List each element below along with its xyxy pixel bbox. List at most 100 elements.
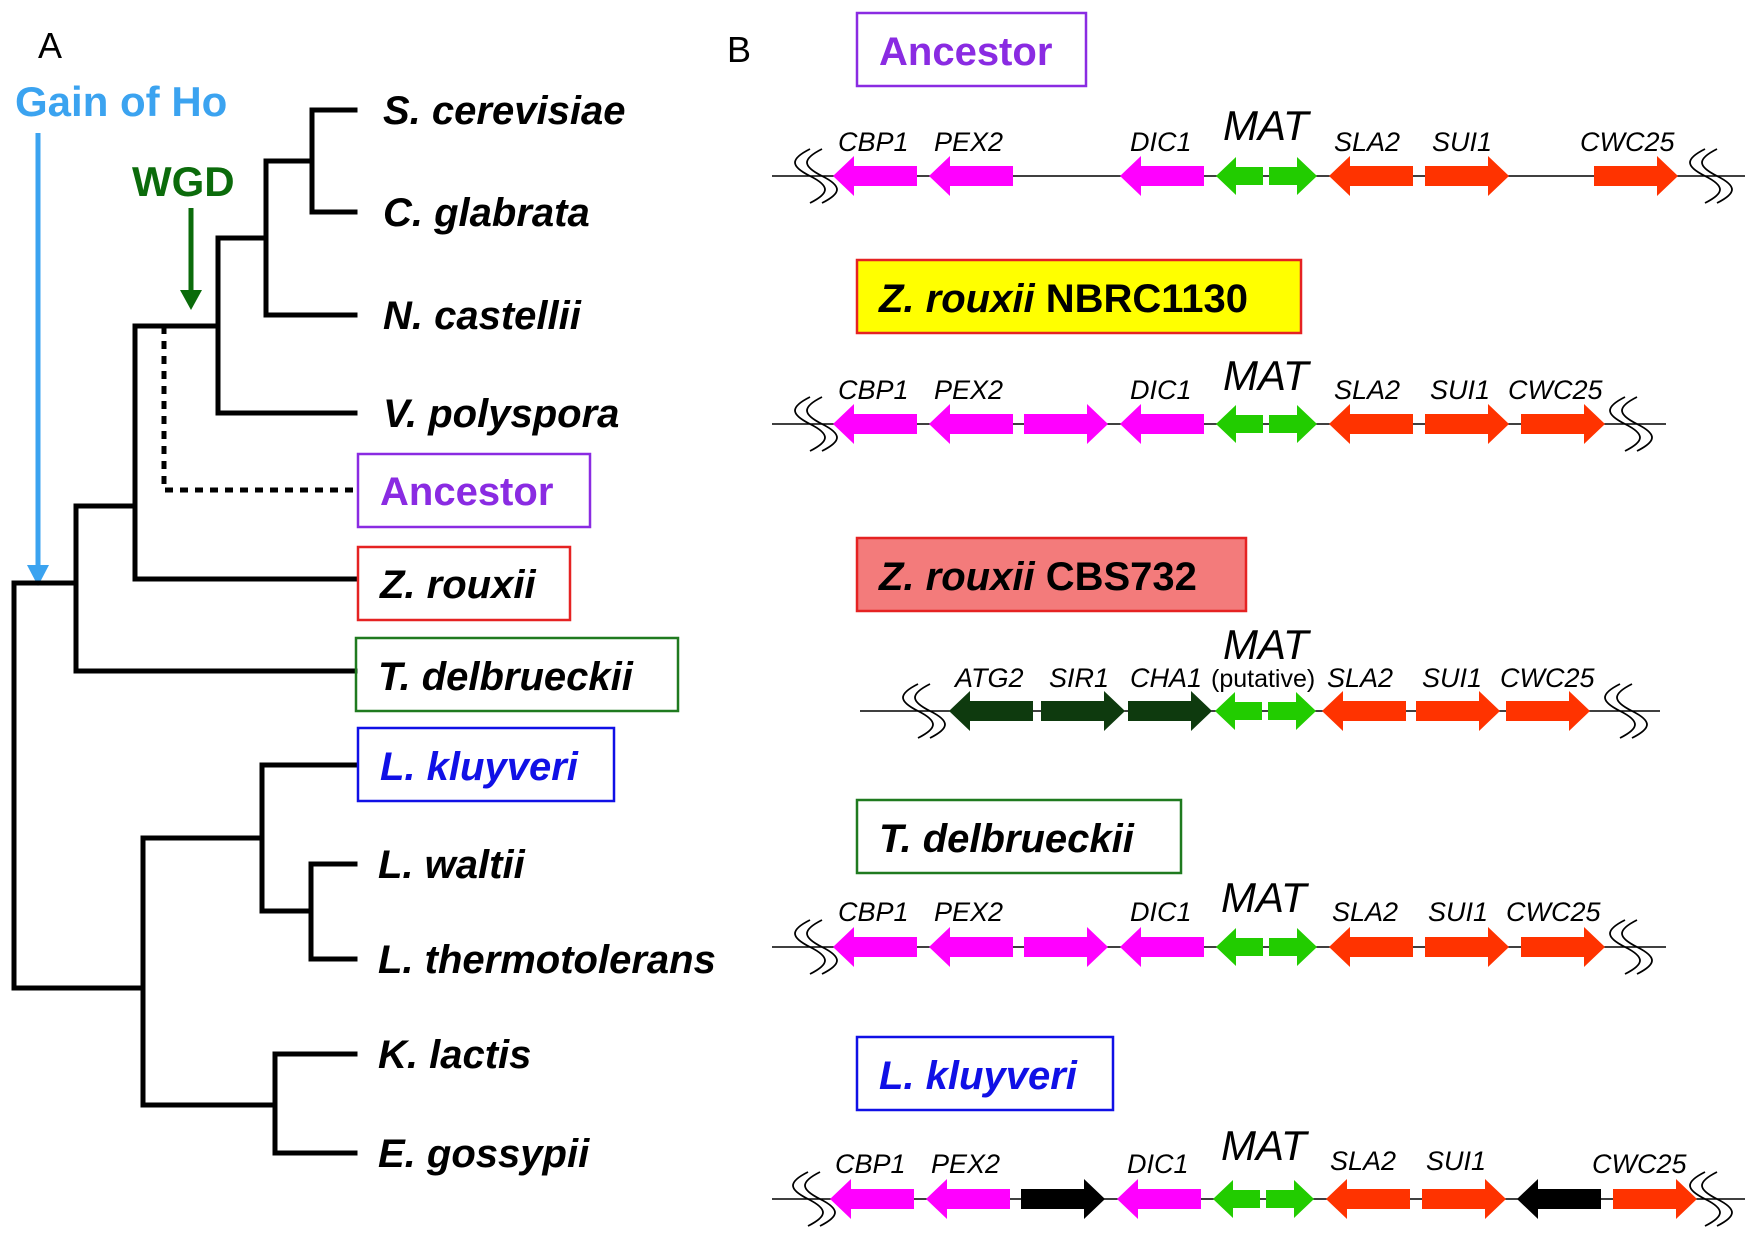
mat-label: MAT	[1223, 352, 1312, 399]
gene-cha1	[1128, 691, 1212, 731]
break-right	[1689, 1171, 1721, 1227]
phylogeny-tree	[11, 107, 358, 1156]
gene-label: SUI1	[1430, 375, 1490, 405]
ancestor-box	[356, 452, 592, 529]
taxon-zrou: Z. rouxii	[379, 563, 536, 607]
gene-sla2	[1326, 1179, 1410, 1219]
gene-sui1	[1425, 927, 1509, 967]
wgd-label: WGD	[132, 158, 235, 205]
gene-cbp1	[833, 404, 917, 444]
break-right	[1604, 683, 1636, 739]
locus-lkluyveri: L. kluyveri CBP1 PEX2 DIC1 MAT SLA2 SUI1…	[772, 1035, 1745, 1227]
gene-cwc25	[1521, 404, 1605, 444]
locus-title-box	[855, 11, 1088, 88]
gene-label: CWC25	[1592, 1149, 1687, 1179]
mat-putative-label: (putative)	[1211, 665, 1315, 693]
break-right-2	[1701, 1171, 1733, 1227]
gene-cwc25	[1594, 156, 1678, 196]
break-left	[902, 683, 934, 739]
gene-label: SLA2	[1334, 127, 1400, 157]
gene-label: ATG2	[953, 663, 1024, 693]
gene-label: CBP1	[838, 375, 909, 405]
gene-label: PEX2	[931, 1149, 1000, 1179]
node-root-upper	[11, 580, 146, 991]
break-right-2	[1621, 919, 1653, 975]
gene-cbp1	[830, 1179, 914, 1219]
gene-label: SUI1	[1428, 897, 1488, 927]
node-wgd-clade	[215, 235, 269, 416]
gene-dic1	[1120, 404, 1204, 444]
gene-label: PEX2	[934, 897, 1003, 927]
lkluyveri-box	[356, 726, 616, 803]
locus-title-box	[855, 258, 1303, 335]
break-right	[1609, 919, 1641, 975]
gene-mat-left	[1216, 405, 1263, 443]
gene-label: SUI1	[1432, 127, 1492, 157]
gene-sla2	[1329, 927, 1413, 967]
gene-label: CBP1	[835, 1149, 906, 1179]
gene-pex2	[929, 404, 1013, 444]
break-right-2	[1701, 148, 1733, 204]
branch-klac-egos	[272, 1051, 358, 1156]
gene-mat-right	[1269, 405, 1317, 443]
taxon-ncas: N. castellii	[383, 294, 582, 338]
locus-title: Ancestor	[879, 30, 1052, 74]
gene-mat-left	[1213, 1180, 1260, 1218]
gene-sir1	[1041, 691, 1125, 731]
break-left-2	[804, 1171, 836, 1227]
panel-a-letter: A	[38, 25, 62, 66]
taxon-klac: K. lactis	[378, 1033, 531, 1077]
locus-title: T. delbrueckii	[879, 817, 1135, 861]
gene-mat-right	[1269, 928, 1317, 966]
break-left	[794, 919, 826, 975]
gene-label: SLA2	[1327, 663, 1393, 693]
taxon-lwal: L. waltii	[378, 843, 526, 887]
gene-sla2	[1322, 691, 1406, 731]
gene-pex2	[929, 156, 1013, 196]
break-right	[1689, 148, 1721, 204]
gene-unnamed-magenta	[1024, 927, 1108, 967]
taxon-egos: E. gossypii	[378, 1132, 590, 1176]
break-left-2	[806, 396, 838, 452]
gene-pex2	[926, 1179, 1010, 1219]
gene-label: SIR1	[1049, 663, 1109, 693]
gene-dic1	[1120, 156, 1204, 196]
panel-b-letter: B	[727, 29, 751, 70]
gene-mat-left	[1215, 692, 1262, 730]
break-left	[794, 148, 826, 204]
locus-zrouxii-cbs732: Z. rouxii CBS732 ATG2 SIR1 CHA1 MAT (put…	[855, 536, 1660, 739]
gene-atg2	[949, 691, 1033, 731]
node-wgd	[132, 323, 221, 582]
gain-of-ho-label: Gain of Ho	[15, 78, 227, 125]
gene-label: DIC1	[1130, 897, 1192, 927]
locus-ancestor: Ancestor CBP1 PEX2 DIC1 MAT SLA2 SUI1 CW…	[772, 11, 1745, 204]
gene-mat-right	[1269, 157, 1317, 195]
locus-title-box	[855, 536, 1248, 613]
taxon-vpol: V. polyspora	[383, 392, 619, 436]
gain-of-ho-arrowhead	[27, 565, 49, 586]
wgd-arrowhead	[180, 290, 202, 310]
break-right-2	[1621, 396, 1653, 452]
gene-mat-left	[1216, 157, 1263, 195]
gene-cbp1	[833, 156, 917, 196]
gene-mat-right	[1268, 692, 1316, 730]
gene-label: CWC25	[1500, 663, 1595, 693]
gene-cwc25	[1613, 1179, 1697, 1219]
break-left-2	[914, 683, 946, 739]
node-lower	[140, 835, 278, 1108]
gene-sui1	[1422, 1179, 1506, 1219]
gene-label: PEX2	[934, 127, 1003, 157]
gene-sui1	[1425, 404, 1509, 444]
gene-sui1	[1425, 156, 1509, 196]
gene-label: CBP1	[838, 127, 909, 157]
taxon-lklu: L. kluyveri	[380, 745, 579, 789]
locus-tdelbrueckii: T. delbrueckii CBP1 PEX2 DIC1 MAT SLA2 S…	[772, 798, 1666, 975]
gene-label: DIC1	[1130, 127, 1192, 157]
gene-label: SLA2	[1330, 1146, 1396, 1176]
gene-sla2	[1329, 156, 1413, 196]
gene-unnamed-black-2	[1517, 1179, 1601, 1219]
node-zt	[73, 503, 358, 674]
locus-title-box	[855, 798, 1183, 875]
gene-cwc25	[1506, 691, 1590, 731]
